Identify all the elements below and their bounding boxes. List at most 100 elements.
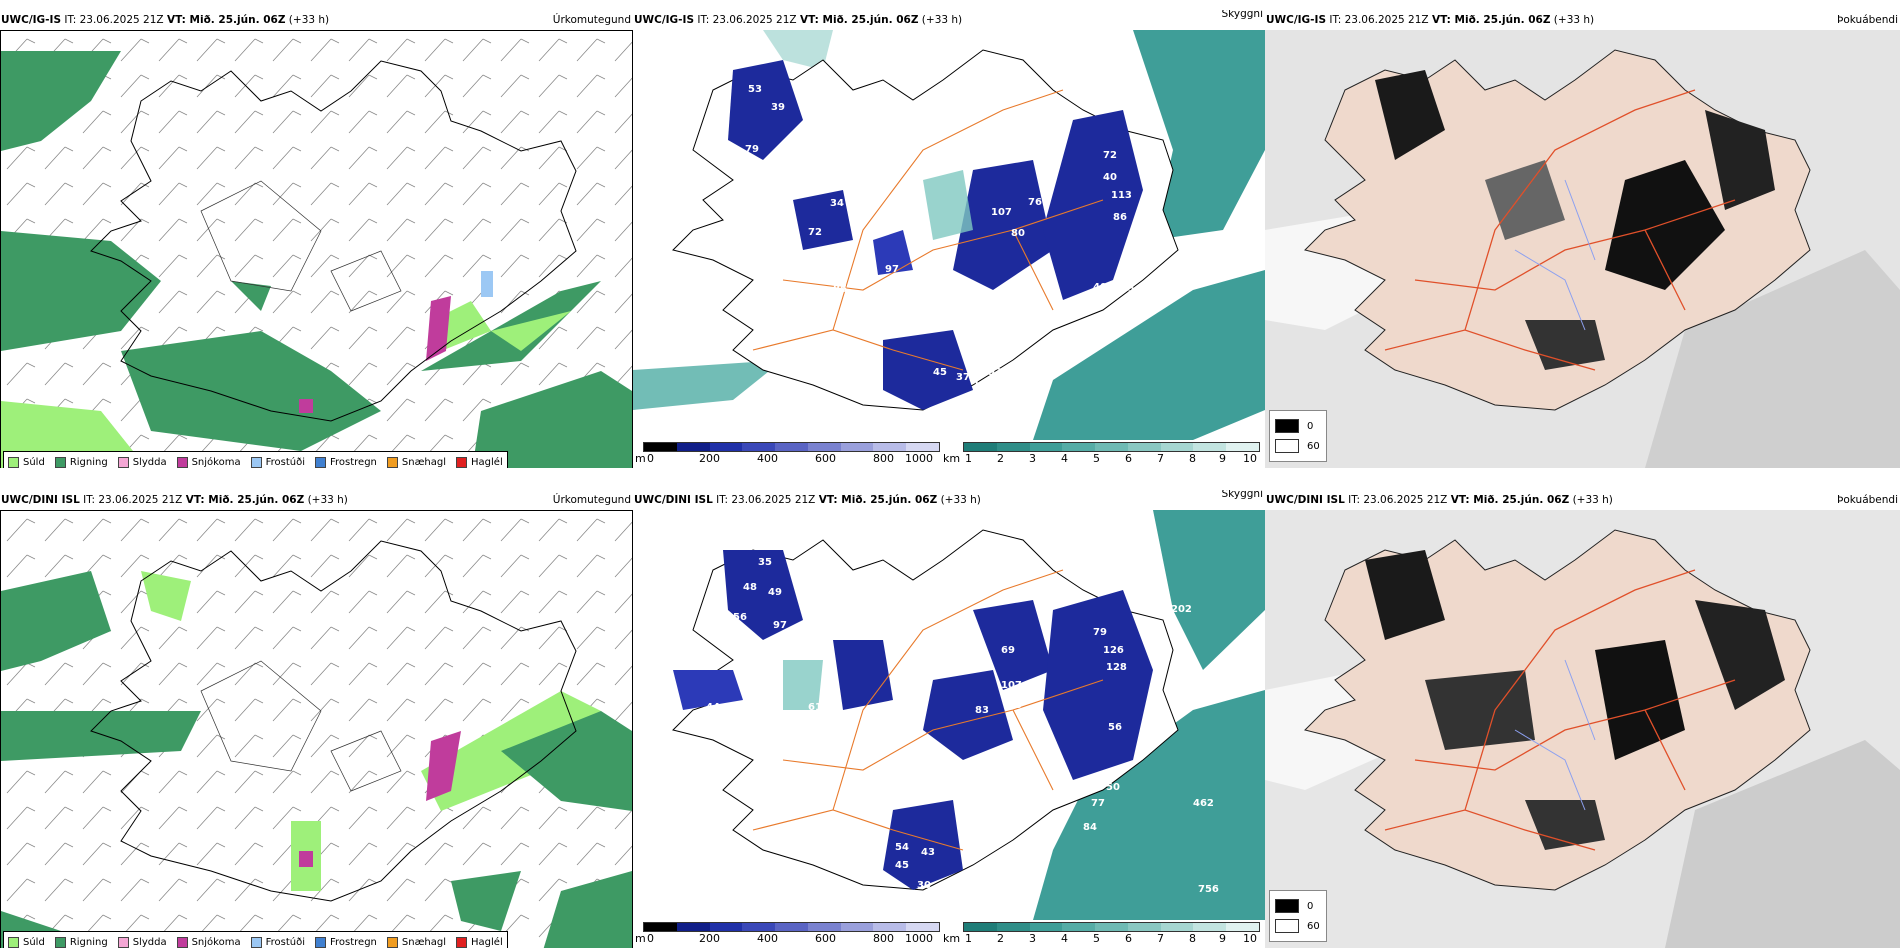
ceiling-value-label: 36 <box>951 404 965 415</box>
legend-item: Frostregn <box>315 456 377 468</box>
legend-swatch <box>456 936 468 948</box>
ceiling-value-label: 37 <box>956 372 970 383</box>
lead-time: (+33 h) <box>288 14 330 26</box>
ceiling-value-label: 35 <box>758 557 772 568</box>
legend-item: Rigning <box>54 936 108 948</box>
visibility-tick: 2 <box>997 932 1004 945</box>
fog-legend: 0 60 <box>1269 890 1327 942</box>
panel-title: Skyggni <box>1221 490 1264 500</box>
legend-item: Súld <box>8 456 45 468</box>
legend-swatch <box>250 936 262 948</box>
ceiling-value-label: 53 <box>748 84 762 95</box>
visibility-tick: 10 <box>1243 452 1257 465</box>
ceiling-value-label: 102 <box>973 380 994 391</box>
fog-legend-row: 60 <box>1275 439 1320 453</box>
ceiling-value-label: 97 <box>885 264 899 275</box>
fog-legend-label: 60 <box>1307 440 1320 452</box>
ceiling-tick: 200 <box>699 452 720 465</box>
ceiling-value-label: 56 <box>1108 722 1122 733</box>
ceiling-value-label: 107 <box>991 207 1012 218</box>
legend-swatch <box>386 936 398 948</box>
ceiling-value-label: 43 <box>921 847 935 858</box>
ceiling-value-label: 83 <box>975 705 989 716</box>
legend-label: Rigning <box>69 936 108 948</box>
model-name: UWC/DINI ISL <box>634 494 713 506</box>
legend-item: Snjókoma <box>176 456 241 468</box>
ceiling-value-label: 48 <box>803 127 817 138</box>
legend-swatch <box>386 456 398 468</box>
fog-legend-row: 0 <box>1275 899 1313 913</box>
visibility-tick: 10 <box>1243 932 1257 945</box>
ceiling-value-label: 86 <box>833 284 847 295</box>
legend-label: Frostúði <box>265 456 305 468</box>
visibility-colorbar: km 1 2 3 4 5 6 7 8 9 10 <box>943 442 1263 465</box>
ceiling-value-label: 77 <box>1091 798 1105 809</box>
ceiling-tick: 400 <box>757 452 778 465</box>
ceiling-value-label: 59 <box>788 628 802 639</box>
ceiling-value-label: 97 <box>773 620 787 631</box>
model-name: UWC/IG-IS <box>1 14 62 26</box>
fog-map[interactable]: 0 60 <box>1265 510 1900 948</box>
legend-swatch <box>54 456 66 468</box>
ceiling-label-group: 53 39 48 79 195 34 72 86 97 56 177 107 80 76 72 40 113 86… <box>706 84 1142 415</box>
ceiling-tick: 0 <box>647 932 654 945</box>
ceiling-value-label: 76 <box>1071 327 1085 338</box>
lead-time: (+33 h) <box>1572 494 1613 506</box>
ceiling-value-label: 177 <box>928 268 949 279</box>
legend-item: Frostúði <box>250 936 305 948</box>
legend-label: Slydda <box>132 456 167 468</box>
ceiling-tick: 200 <box>699 932 720 945</box>
panel-title: Skyggni <box>1221 10 1264 20</box>
legend-label: Frostregn <box>330 456 377 468</box>
legend-item: Slydda <box>117 456 167 468</box>
panel-header: UWC/DINI ISL IT: 23.06.2025 21Z VT: Mið.… <box>1265 490 1900 510</box>
ceiling-value-label: 93 <box>1008 700 1022 711</box>
ceiling-value-label: 107 <box>1001 680 1022 691</box>
fog-swatch <box>1275 899 1299 913</box>
ceiling-value-label: 34 <box>830 198 844 209</box>
legend-label: Slydda <box>132 936 167 948</box>
legend-item: Snæhagl <box>386 936 447 948</box>
legend-label: Snjókoma <box>191 456 241 468</box>
init-time: IT: 23.06.2025 21Z <box>716 494 816 506</box>
visibility-tick: 6 <box>1125 452 1132 465</box>
ceiling-value-label: 40 <box>1093 282 1107 293</box>
legend-swatch <box>315 456 326 468</box>
ceiling-value-label: 56 <box>733 612 747 623</box>
init-time: IT: 23.06.2025 21Z <box>64 14 164 26</box>
legend-label: Snæhagl <box>401 456 447 468</box>
legend-swatch <box>250 456 262 468</box>
ceiling-tick: 600 <box>815 452 836 465</box>
ceiling-map[interactable]: 53 39 48 79 195 34 72 86 97 56 177 107 80 76 72 40 113 86… <box>633 30 1265 468</box>
ceiling-value-label: 48 <box>743 582 757 593</box>
ceiling-map[interactable]: 35 48 49 56 97 59 61 69 107 83 93 79 126 128 56 50 77 84 5… <box>633 510 1265 948</box>
ceiling-value-label: 72 <box>808 227 822 238</box>
ceiling-value-label: 50 <box>1106 782 1120 793</box>
fog-legend: 0 60 <box>1269 410 1327 462</box>
legend-swatch <box>315 936 326 948</box>
ceiling-value-label: 80 <box>1011 228 1025 239</box>
legend-label: Frostregn <box>330 936 377 948</box>
legend-item: Slydda <box>117 936 167 948</box>
legend-label: Snæhagl <box>401 936 447 948</box>
ceiling-tick: 1000 <box>905 932 933 945</box>
lead-time: (+33 h) <box>940 494 981 506</box>
fog-legend-label: 0 <box>1307 900 1314 912</box>
legend-item: Snæhagl <box>386 456 447 468</box>
ptype-panel-row1: UWC/IG-IS IT: 23.06.2025 21Z VT: Mið. 25… <box>0 10 633 468</box>
ceiling-value-label: 44 <box>706 702 720 713</box>
lead-time: (+33 h) <box>1553 14 1595 26</box>
ceiling-value-label: 195 <box>836 180 857 191</box>
model-name: UWC/DINI ISL <box>1 494 80 506</box>
fog-map[interactable]: 0 60 <box>1265 30 1900 468</box>
ceiling-value-label: 128 <box>1106 662 1127 673</box>
legend-item: Súld <box>8 936 45 948</box>
ceiling-tick: 0 <box>647 452 654 465</box>
valid-time: VT: Mið. 25.jún. 06Z <box>1450 494 1570 506</box>
legend-label: Haglél <box>471 456 503 468</box>
ptype-map[interactable]: Súld Rigning Slydda Snjókoma Frostúði Fr… <box>0 510 633 948</box>
ptype-map[interactable]: Súld Rigning Slydda Snjókoma Frostúði Fr… <box>0 30 633 468</box>
legend-item: Frostúði <box>250 456 305 468</box>
init-time: IT: 23.06.2025 21Z <box>83 494 183 506</box>
